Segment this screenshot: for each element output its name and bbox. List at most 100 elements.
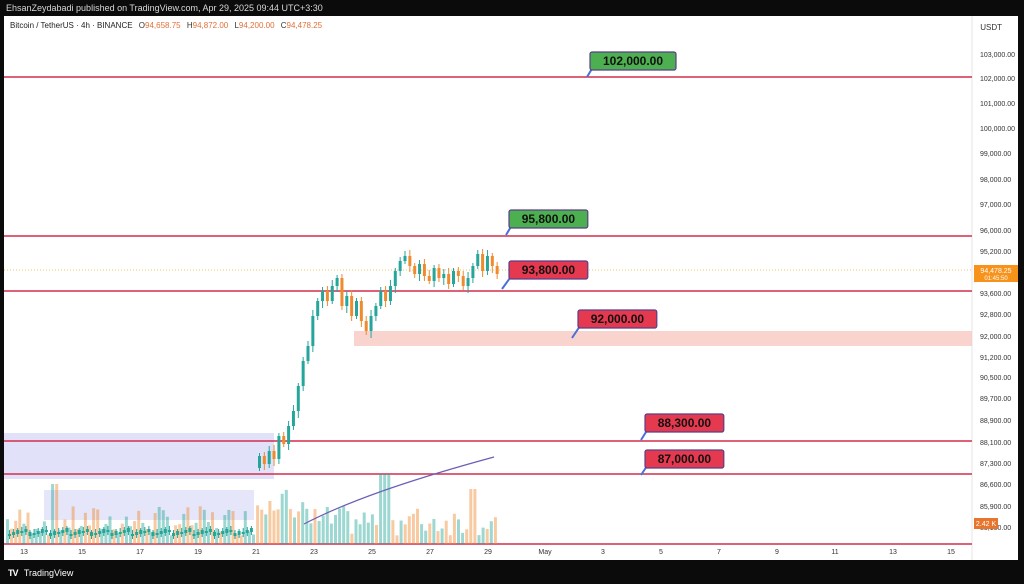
volume-bar xyxy=(276,509,280,544)
candle-body xyxy=(287,426,291,444)
volume-bar xyxy=(235,534,239,544)
candle-body xyxy=(147,529,151,532)
volume-bar xyxy=(448,535,452,544)
footer-brand: TV TradingView xyxy=(0,562,1024,584)
candle-body xyxy=(432,268,436,281)
candle-body xyxy=(393,271,397,286)
volume-bar xyxy=(223,515,227,544)
candle-body xyxy=(233,533,237,536)
candle-body xyxy=(204,531,208,533)
price-tick-label: 90,500.00 xyxy=(980,375,1011,382)
time-tick-label: 29 xyxy=(484,549,492,556)
volume-bar xyxy=(112,529,116,544)
volume-bar xyxy=(108,516,112,544)
candle-body xyxy=(359,301,363,321)
candle-body xyxy=(456,271,460,276)
volume-bar xyxy=(63,519,67,544)
volume-bar xyxy=(22,523,26,544)
volume-bar xyxy=(420,524,424,544)
volume-bar xyxy=(350,533,354,544)
candle-body xyxy=(155,533,159,535)
callout-box[interactable] xyxy=(508,209,589,229)
candle-body xyxy=(495,266,499,274)
volume-bar xyxy=(227,509,231,544)
candle-body xyxy=(114,531,118,535)
volume-bar xyxy=(42,521,46,544)
volume-bar xyxy=(59,530,63,544)
price-tick-label: 85,900.00 xyxy=(980,504,1011,511)
candle-body xyxy=(403,256,407,261)
volume-bar xyxy=(190,525,194,544)
candle-body xyxy=(330,286,334,301)
volume-bar xyxy=(391,520,395,544)
candle-body xyxy=(20,531,24,533)
candle-body xyxy=(225,529,229,533)
volume-bar xyxy=(133,521,137,544)
candle-body xyxy=(301,361,305,386)
volume-bar xyxy=(334,514,337,544)
volume-bar xyxy=(83,512,87,544)
callout-box[interactable] xyxy=(644,449,725,469)
candle-body xyxy=(241,532,245,534)
volume-bar xyxy=(440,528,444,544)
volume-bar xyxy=(153,513,157,544)
callout-box[interactable] xyxy=(589,51,677,71)
price-tick-label: 92,000.00 xyxy=(980,334,1011,341)
volume-bar xyxy=(186,507,190,544)
time-tick-label: 15 xyxy=(947,549,955,556)
publish-info: EhsanZeydabadi published on TradingView.… xyxy=(6,3,323,13)
volume-bar xyxy=(436,531,440,544)
candle-body xyxy=(316,301,320,316)
price-chart[interactable]: 103,000.00 102,000.00 101,000.00 100,000.00… xyxy=(4,16,1018,560)
time-tick-label: 21 xyxy=(252,549,260,556)
candle-body xyxy=(418,264,422,274)
callout-box[interactable] xyxy=(644,413,725,433)
candle-body xyxy=(471,266,475,278)
candle-body xyxy=(176,531,180,535)
volume-bar xyxy=(67,527,71,544)
candle-body xyxy=(139,530,143,534)
price-tick-label: 102,000.00 xyxy=(980,76,1015,83)
volume-bar xyxy=(293,517,296,544)
volume-bar xyxy=(170,535,173,544)
volume-bar xyxy=(219,531,223,544)
volume-bar xyxy=(14,520,18,544)
volume-bar xyxy=(26,512,30,544)
candle-body xyxy=(311,316,315,346)
chart-area[interactable]: 103,000.00 102,000.00 101,000.00 100,000.00… xyxy=(4,16,1018,560)
volume-badge xyxy=(974,518,998,529)
volume-bar xyxy=(362,512,366,544)
candle-body xyxy=(249,528,253,532)
price-tick-label: 100,000.00 xyxy=(980,126,1015,133)
volume-bar xyxy=(116,533,120,544)
candle-body xyxy=(118,532,122,534)
candle-body xyxy=(16,530,20,534)
candle-body xyxy=(192,534,196,536)
volume-bar xyxy=(264,514,268,544)
price-tick-label: 88,100.00 xyxy=(980,440,1011,447)
volume-bar xyxy=(211,512,214,544)
volume-bar xyxy=(247,531,251,544)
candle-body xyxy=(24,529,28,532)
brand-name: TradingView xyxy=(23,568,74,578)
open-value: 94,658.75 xyxy=(145,21,181,30)
price-tick-label: 87,300.00 xyxy=(980,461,1011,468)
open-label: O xyxy=(138,21,146,30)
callout-box[interactable] xyxy=(577,309,658,329)
volume-bar xyxy=(346,511,350,544)
candle-body xyxy=(102,529,106,533)
candle-body xyxy=(282,436,286,444)
candle-body xyxy=(180,532,184,534)
candle-body xyxy=(172,533,175,536)
volume-bar xyxy=(260,509,264,544)
volume-bar xyxy=(452,513,456,544)
candle-body xyxy=(490,256,494,266)
volume-bar xyxy=(444,520,448,544)
callout-box[interactable] xyxy=(508,260,589,280)
candle-body xyxy=(452,271,455,284)
price-axis[interactable] xyxy=(972,16,1018,560)
candle-body xyxy=(461,276,465,286)
callout-text: 93,800.00 xyxy=(522,263,576,277)
time-tick-label: 5 xyxy=(659,549,663,556)
volume-bar xyxy=(51,484,55,544)
